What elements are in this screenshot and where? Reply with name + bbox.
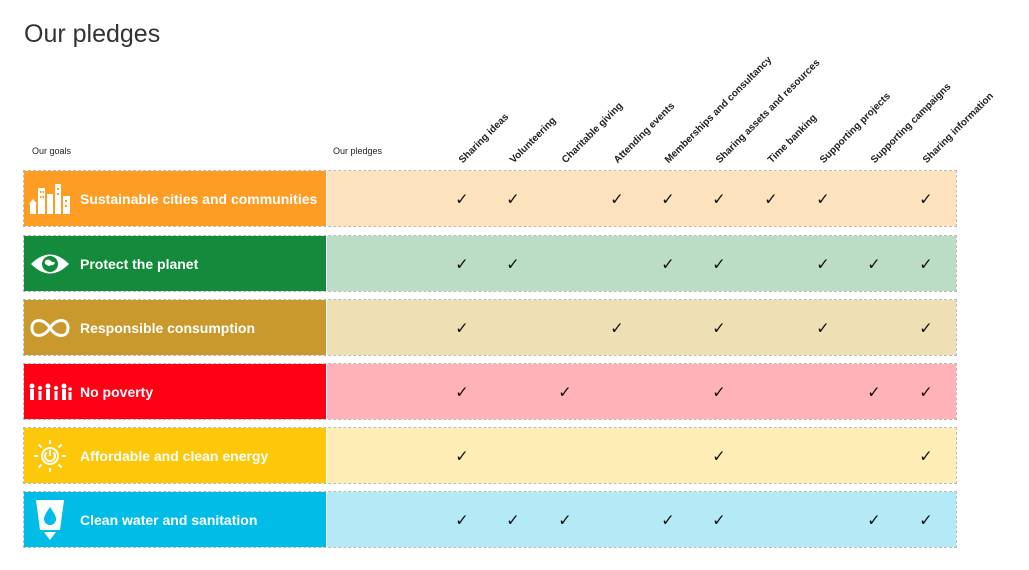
checkmark-icon: ✓ [816, 189, 830, 208]
goal-label: Affordable and clean energy [80, 447, 269, 464]
pledges-column-header: Our pledges [333, 146, 383, 156]
goal-cell: Clean water and sanitation [24, 492, 326, 547]
goal-cell: Responsible consumption [24, 300, 326, 355]
checkmark-icon: ✓ [455, 510, 469, 529]
pledge-cells: ✓ ✓ ✓ ✓ ✓ [327, 364, 956, 419]
goal-cell: Sustainable cities and communities [24, 171, 326, 226]
goal-label: Sustainable cities and communities [80, 190, 318, 207]
goal-row-no-poverty: No poverty ✓ ✓ ✓ ✓ ✓ [23, 363, 957, 420]
checkmark-icon: ✓ [867, 254, 881, 273]
sun-power-icon [24, 428, 76, 483]
people-family-icon [24, 364, 76, 419]
checkmark-icon: ✓ [610, 189, 624, 208]
checkmark-icon: ✓ [712, 382, 726, 401]
city-buildings-icon [24, 171, 76, 226]
pledge-column-header-sharing-ideas: Sharing ideas [457, 111, 512, 166]
pledge-column-header-memberships-and-consultancy: Memberships and consultancy [663, 54, 775, 166]
checkmark-icon: ✓ [816, 254, 830, 273]
infinity-icon [24, 300, 76, 355]
checkmark-icon: ✓ [712, 318, 726, 337]
checkmark-icon: ✓ [455, 189, 469, 208]
checkmark-icon: ✓ [661, 189, 675, 208]
checkmark-icon: ✓ [919, 382, 933, 401]
pledge-cells: ✓ ✓ ✓ [327, 428, 956, 483]
pledge-cells: ✓ ✓ ✓ ✓ ✓ [327, 300, 956, 355]
checkmark-icon: ✓ [712, 510, 726, 529]
checkmark-icon: ✓ [455, 446, 469, 465]
goals-column-header: Our goals [32, 146, 72, 156]
goal-label: Protect the planet [80, 255, 199, 272]
goal-row-sustainable-cities-and-communities: Sustainable cities and communities ✓ ✓ ✓ ✓ ✓ ✓… [23, 170, 957, 227]
checkmark-icon: ✓ [506, 189, 520, 208]
checkmark-icon: ✓ [764, 189, 778, 208]
goal-label: Responsible consumption [80, 319, 256, 336]
checkmark-icon: ✓ [661, 254, 675, 273]
goal-cell: No poverty [24, 364, 326, 419]
page-title: Our pledges [24, 20, 161, 48]
checkmark-icon: ✓ [712, 189, 726, 208]
checkmark-icon: ✓ [919, 510, 933, 529]
pledge-cells: ✓ ✓ ✓ ✓ ✓ ✓ ✓ ✓ [327, 171, 956, 226]
goal-row-protect-the-planet: Protect the planet ✓ ✓ ✓ ✓ ✓ ✓ ✓ [23, 235, 957, 292]
checkmark-icon: ✓ [455, 382, 469, 401]
checkmark-icon: ✓ [455, 318, 469, 337]
goal-cell: Protect the planet [24, 236, 326, 291]
pledge-column-header-time-banking: Time banking [766, 112, 820, 166]
checkmark-icon: ✓ [558, 510, 572, 529]
checkmark-icon: ✓ [712, 254, 726, 273]
pledge-cells: ✓ ✓ ✓ ✓ ✓ ✓ ✓ [327, 236, 956, 291]
pledge-column-header-sharing-assets-and-resources: Sharing assets and resources [714, 57, 823, 166]
checkmark-icon: ✓ [919, 318, 933, 337]
checkmark-icon: ✓ [867, 382, 881, 401]
checkmark-icon: ✓ [919, 446, 933, 465]
goal-row-responsible-consumption: Responsible consumption ✓ ✓ ✓ ✓ ✓ [23, 299, 957, 356]
checkmark-icon: ✓ [867, 510, 881, 529]
checkmark-icon: ✓ [816, 318, 830, 337]
checkmark-icon: ✓ [919, 254, 933, 273]
pledge-cells: ✓ ✓ ✓ ✓ ✓ ✓ ✓ [327, 492, 956, 547]
goal-row-affordable-and-clean-energy: Affordable and clean energy ✓ ✓ ✓ [23, 427, 957, 484]
eye-globe-icon [24, 236, 76, 291]
goal-label: No poverty [80, 383, 154, 400]
checkmark-icon: ✓ [919, 189, 933, 208]
checkmark-icon: ✓ [712, 446, 726, 465]
water-glass-icon [24, 492, 76, 547]
checkmark-icon: ✓ [506, 510, 520, 529]
goal-row-clean-water-and-sanitation: Clean water and sanitation ✓ ✓ ✓ ✓ ✓ ✓ ✓ [23, 491, 957, 548]
checkmark-icon: ✓ [610, 318, 624, 337]
goal-cell: Affordable and clean energy [24, 428, 326, 483]
checkmark-icon: ✓ [455, 254, 469, 273]
pledge-column-header-volunteering: Volunteering [508, 115, 559, 166]
checkmark-icon: ✓ [661, 510, 675, 529]
checkmark-icon: ✓ [506, 254, 520, 273]
goal-label: Clean water and sanitation [80, 511, 258, 528]
checkmark-icon: ✓ [558, 382, 572, 401]
